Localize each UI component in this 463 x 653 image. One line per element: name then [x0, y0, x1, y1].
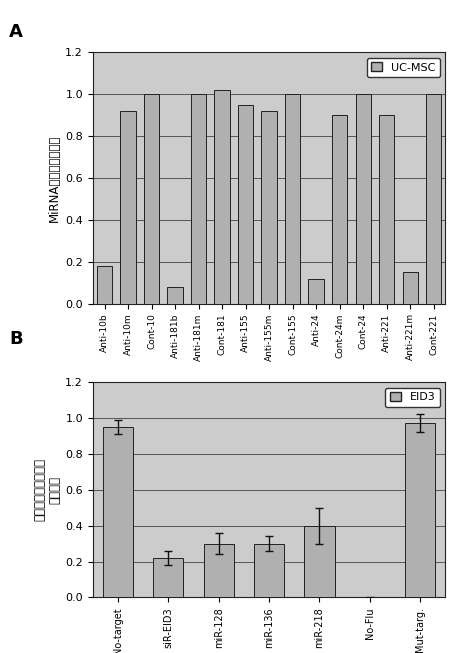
Bar	[167, 287, 182, 304]
Bar	[332, 115, 346, 304]
Bar	[144, 94, 159, 304]
Text: B: B	[9, 330, 23, 348]
Legend: UC-MSC: UC-MSC	[366, 58, 439, 77]
Bar	[97, 266, 112, 304]
Text: A: A	[9, 23, 23, 41]
Bar	[402, 272, 417, 304]
Bar	[378, 115, 394, 304]
Bar	[191, 94, 206, 304]
Bar	[261, 111, 276, 304]
Bar	[308, 278, 323, 304]
Bar	[284, 94, 300, 304]
Bar	[425, 94, 440, 304]
Bar	[304, 526, 334, 597]
Bar	[404, 423, 434, 597]
Y-axis label: 荚光素酶基因的相对
表达水平: 荚光素酶基因的相对 表达水平	[33, 458, 61, 521]
Bar	[253, 543, 284, 597]
Bar	[355, 94, 370, 304]
Bar	[238, 104, 253, 304]
Bar	[120, 111, 135, 304]
Y-axis label: MiRNA的相对表达水平: MiRNA的相对表达水平	[48, 135, 61, 221]
Bar	[103, 427, 133, 597]
Bar	[214, 90, 229, 304]
Bar	[153, 558, 183, 597]
Bar	[203, 543, 233, 597]
Legend: EID3: EID3	[384, 388, 439, 407]
